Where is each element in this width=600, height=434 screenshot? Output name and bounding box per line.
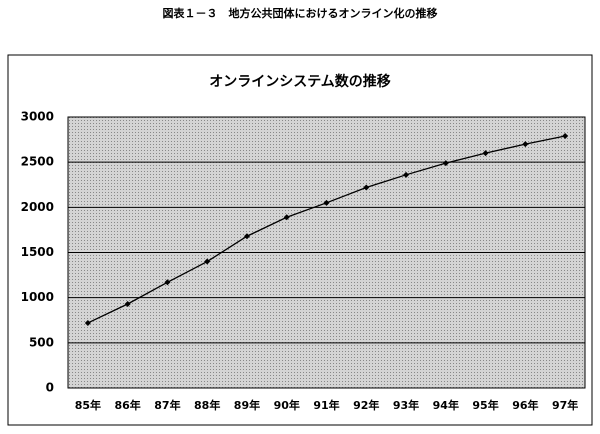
y-tick-label: 0 [46,381,54,395]
marker [283,214,290,221]
marker [403,171,410,178]
x-tick-label: 96年 [512,398,538,412]
chart-title: オンラインシステム数の推移 [209,73,391,90]
x-tick-label: 95年 [472,398,498,412]
marker [323,199,330,206]
marker [124,300,131,307]
y-tick-label: 1000 [21,290,54,304]
marker [164,279,171,286]
x-tick-label: 93年 [393,398,419,412]
marker [562,132,569,139]
x-tick-label: 89年 [234,398,260,412]
y-tick-label: 2000 [21,200,54,214]
x-tick-label: 90年 [274,398,300,412]
y-tick-label: 500 [29,335,54,349]
marker [363,184,370,191]
marker [522,141,529,148]
x-tick-label: 85年 [75,398,101,412]
y-tick-label: 3000 [21,110,54,124]
x-tick-label: 94年 [433,398,459,412]
marker [243,233,250,240]
y-tick-label: 1500 [21,245,54,259]
x-tick-label: 88年 [194,398,220,412]
x-tick-label: 86年 [114,398,140,412]
marker [84,319,91,326]
x-tick-label: 91年 [313,398,339,412]
x-tick-label: 92年 [353,398,379,412]
x-tick-label: 87年 [154,398,180,412]
x-tick-label: 97年 [552,398,578,412]
marker [482,150,489,157]
figure-caption: 図表１－３ 地方公共団体におけるオンライン化の推移 [163,6,438,20]
marker [442,160,449,167]
marker [204,258,211,265]
y-tick-label: 2500 [21,155,54,169]
